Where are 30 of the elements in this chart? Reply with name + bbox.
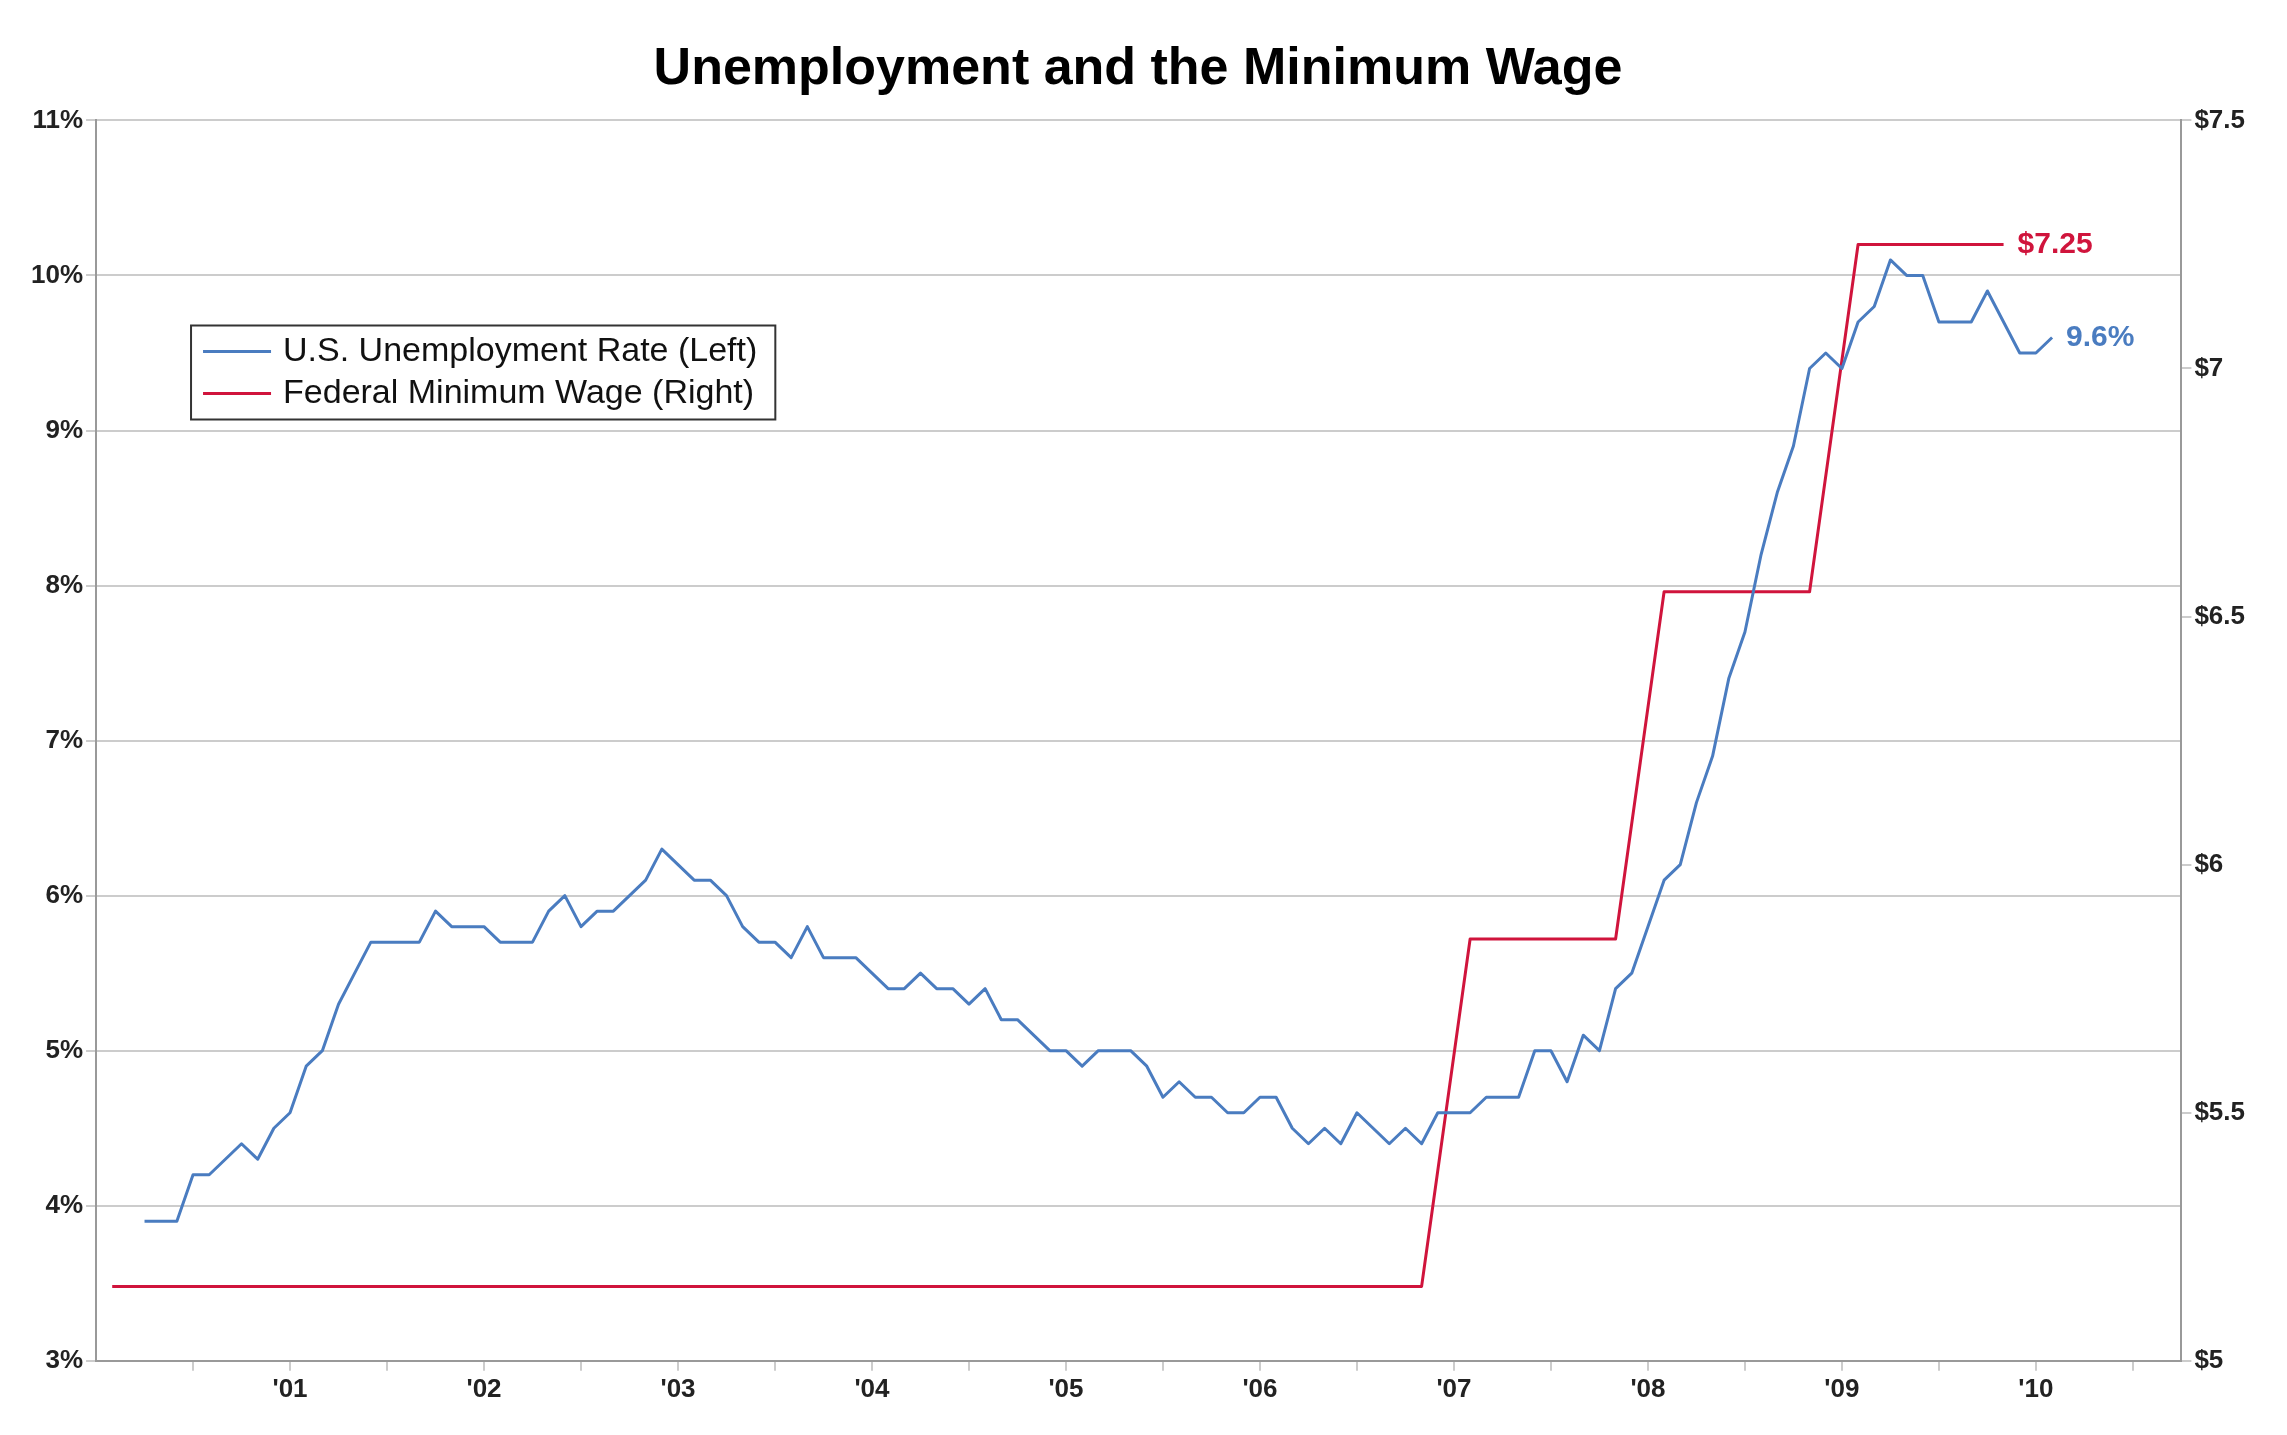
y2-tick-label: $7 — [2194, 351, 2224, 382]
x-tick-label: '06 — [1242, 1372, 1278, 1403]
x-tick-label: '03 — [660, 1372, 696, 1403]
x-tick-label: '08 — [1630, 1372, 1666, 1403]
y-tick-label: 6% — [45, 878, 84, 909]
y-tick-label: 11% — [32, 103, 84, 134]
x-tick-label: '10 — [2018, 1372, 2054, 1403]
x-tick-label: '07 — [1436, 1372, 1472, 1403]
y2-tick-label: $6 — [2194, 847, 2224, 878]
x-tick-label: '04 — [854, 1372, 891, 1403]
y-tick-label: 8% — [45, 568, 84, 599]
x-tick-label: '01 — [272, 1372, 308, 1403]
legend-label: U.S. Unemployment Rate (Left) — [283, 329, 758, 368]
data-label: 9.6% — [2066, 318, 2135, 352]
x-tick-label: '05 — [1048, 1372, 1084, 1403]
y2-tick-label: $5 — [2194, 1343, 2224, 1374]
chart-title: Unemployment and the Minimum Wage — [653, 36, 1623, 95]
y2-tick-label: $6.5 — [2194, 599, 2246, 630]
y-tick-label: 7% — [45, 723, 84, 754]
x-tick-label: '02 — [466, 1372, 502, 1403]
y-tick-label: 3% — [45, 1343, 84, 1374]
y2-tick-label: $5.5 — [2194, 1095, 2246, 1126]
y-tick-label: 4% — [45, 1188, 84, 1219]
y-tick-label: 5% — [45, 1033, 84, 1064]
y2-tick-label: $7.5 — [2194, 103, 2246, 134]
data-label: $7.25 — [2017, 225, 2093, 259]
y-tick-label: 9% — [45, 413, 84, 444]
y-tick-label: 10% — [30, 258, 84, 289]
legend-label: Federal Minimum Wage (Right) — [283, 371, 755, 410]
x-tick-label: '09 — [1824, 1372, 1860, 1403]
